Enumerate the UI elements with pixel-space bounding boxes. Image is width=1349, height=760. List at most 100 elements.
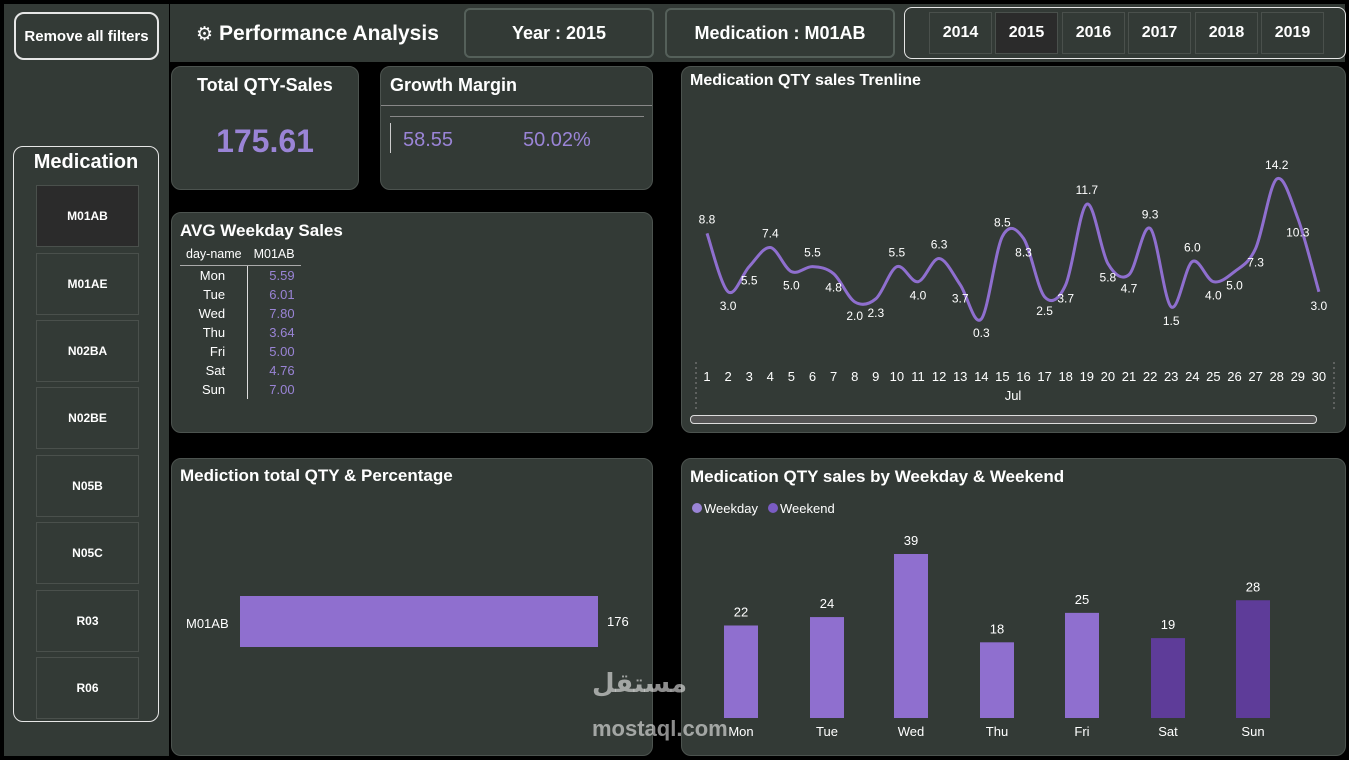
- gear-icon: ⚙: [196, 23, 214, 45]
- trendline-panel: Medication QTY sales Trenline 8.8 3.0 5.5 7…: [681, 66, 1346, 433]
- x-tick-label: 3: [746, 369, 753, 384]
- bar: [894, 554, 928, 718]
- x-tick-label: 8: [851, 369, 858, 384]
- watermark-url: mostaql.com: [592, 716, 728, 741]
- total-qty-card: Total QTY-Sales 175.61: [171, 66, 359, 190]
- data-label: 4.7: [1121, 282, 1138, 296]
- column-header-day[interactable]: day-name: [180, 245, 248, 266]
- growth-margin-value: 58.55: [403, 129, 454, 151]
- table-row: Sun 7.00: [180, 380, 301, 399]
- growth-margin-card: Growth Margin 58.55 50.02%: [380, 66, 653, 190]
- total-qty-title: Total QTY-Sales: [197, 75, 333, 95]
- table-row: Thu 3.64: [180, 323, 301, 342]
- column-header-m01ab[interactable]: M01AB: [247, 245, 301, 266]
- year-2017[interactable]: 2017: [1128, 12, 1191, 54]
- data-label: 1.5: [1163, 314, 1180, 328]
- table-cell-value: 5.00: [247, 342, 301, 361]
- data-label: 4.8: [825, 281, 842, 295]
- data-label: 8.3: [1015, 245, 1032, 259]
- table-cell-value: 5.59: [247, 265, 301, 285]
- table-cell-value: 3.64: [247, 323, 301, 342]
- trendline-chart: 8.8 3.0 5.5 7.4 5.0 5.5 4.8 2.0 2.3 5.5 4.0 6.3 3.7 0…: [695, 158, 1335, 412]
- legend-label-weekend: Weekend: [780, 501, 835, 516]
- weekday-weekend-panel: Medication QTY sales by Weekday & Weeken…: [681, 458, 1346, 756]
- table-cell-day: Sun: [201, 382, 226, 397]
- avg-weekday-table: day-name M01AB Mon 5.59 Tue 6.01 Wed 7.80 T…: [180, 245, 301, 399]
- slicer-item-r06[interactable]: R06: [36, 657, 139, 719]
- total-qty-percentage-panel: Mediction total QTY & Percentage M01AB 17…: [171, 458, 653, 756]
- table-cell-day: Fri: [209, 344, 226, 359]
- data-label: 5.5: [804, 246, 821, 260]
- x-tick-label: Tue: [816, 724, 838, 739]
- x-tick-label: 12: [932, 369, 946, 384]
- weekday-weekend-title: Medication QTY sales by Weekday & Weeken…: [690, 467, 1065, 486]
- slicer-item-r03[interactable]: R03: [36, 590, 139, 652]
- data-label: 14.2: [1265, 158, 1289, 172]
- x-tick-label: 6: [809, 369, 816, 384]
- growth-margin-title: Growth Margin: [390, 75, 517, 95]
- horizontal-scrollbar[interactable]: [690, 415, 1317, 424]
- x-tick-label: Wed: [898, 724, 925, 739]
- data-label: 28: [1246, 579, 1260, 594]
- x-tick-label: 16: [1016, 369, 1030, 384]
- x-tick-label: 28: [1269, 369, 1283, 384]
- divider: [390, 123, 391, 153]
- x-tick-label: 20: [1101, 369, 1115, 384]
- slicer-item-n02ba[interactable]: N02BA: [36, 320, 139, 382]
- x-tick-label: 18: [1058, 369, 1072, 384]
- slicer-item-n02be[interactable]: N02BE: [36, 387, 139, 449]
- year-2019[interactable]: 2019: [1261, 12, 1324, 54]
- slicer-item-n05c[interactable]: N05C: [36, 522, 139, 584]
- avg-weekday-title: AVG Weekday Sales: [180, 221, 343, 240]
- legend-marker-weekend: [768, 503, 778, 513]
- year-2016[interactable]: 2016: [1062, 12, 1125, 54]
- year-filter-chip: Year : 2015: [464, 8, 654, 58]
- data-label: 7.3: [1247, 255, 1264, 269]
- year-2014[interactable]: 2014: [929, 12, 992, 54]
- year-2018[interactable]: 2018: [1195, 12, 1258, 54]
- table-row: Sat 4.76: [180, 361, 301, 380]
- x-tick-label: Fri: [1074, 724, 1089, 739]
- x-axis-label: Jul: [1005, 388, 1022, 403]
- remove-filters-button[interactable]: Remove all filters: [14, 12, 159, 60]
- data-label: 2.0: [846, 309, 863, 323]
- x-tick-label: Sun: [1241, 724, 1264, 739]
- x-tick-label: 10: [890, 369, 904, 384]
- table-cell-day: Sat: [205, 363, 226, 378]
- data-label: 0.3: [973, 326, 990, 340]
- bar: [1236, 600, 1270, 718]
- table-cell-value: 7.80: [247, 304, 301, 323]
- y-tick-label: M01AB: [186, 616, 229, 631]
- year-2015[interactable]: 2015: [995, 12, 1058, 54]
- data-label: 4.0: [910, 289, 927, 303]
- medication-slicer: Medication M01AB M01AE N02BA N02BE N05B …: [13, 146, 159, 722]
- x-tick-label: Mon: [728, 724, 753, 739]
- bar: [1151, 638, 1185, 718]
- page-title-text: Performance Analysis: [219, 22, 439, 45]
- x-tick-label: 27: [1248, 369, 1262, 384]
- slicer-item-n05b[interactable]: N05B: [36, 455, 139, 517]
- x-tick-label: 1: [703, 369, 710, 384]
- data-label: 3.0: [720, 299, 737, 313]
- data-label: 19: [1161, 617, 1175, 632]
- x-tick-label: Sat: [1158, 724, 1178, 739]
- data-label: 24: [820, 596, 834, 611]
- x-tick-label: 29: [1291, 369, 1305, 384]
- total-qty-value: 175.61: [216, 123, 314, 159]
- divider: [390, 116, 644, 117]
- data-label: 39: [904, 533, 918, 548]
- data-label: 5.0: [1226, 279, 1243, 293]
- data-label: 3.0: [1311, 299, 1328, 313]
- data-label: 22: [734, 604, 748, 619]
- table-row: Tue 6.01: [180, 285, 301, 304]
- x-tick-label: 22: [1143, 369, 1157, 384]
- slicer-item-m01ab[interactable]: M01AB: [36, 185, 139, 247]
- data-label: 18: [990, 621, 1004, 636]
- x-tick-label: 11: [911, 369, 925, 384]
- table-cell-day: Tue: [203, 287, 226, 302]
- x-tick-label: 17: [1037, 369, 1051, 384]
- slicer-item-m01ae[interactable]: M01AE: [36, 253, 139, 315]
- x-tick-label: 2: [724, 369, 731, 384]
- trendline-title: Medication QTY sales Trenline: [690, 72, 921, 89]
- table-row: Wed 7.80: [180, 304, 301, 323]
